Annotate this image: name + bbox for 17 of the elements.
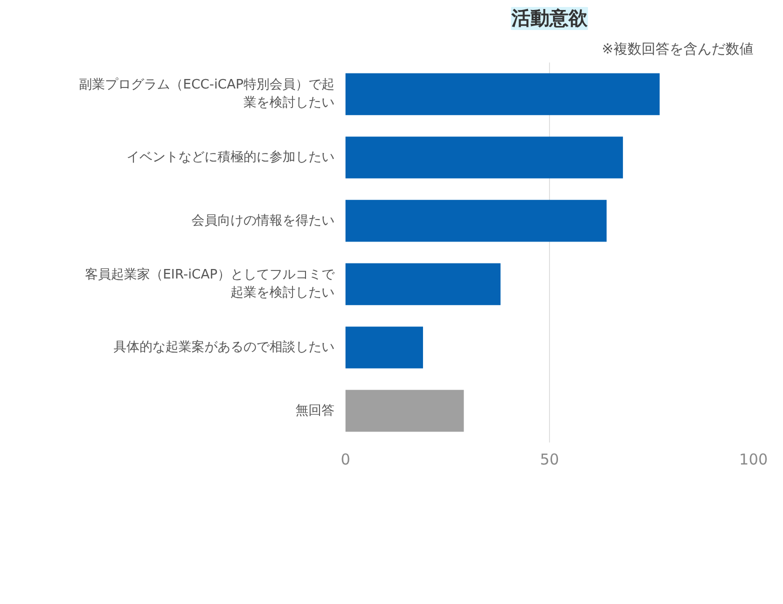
y-tick-label: 具体的な起業案があるので相談したい xyxy=(114,339,334,355)
bar xyxy=(346,326,424,368)
x-tick-label: 100 xyxy=(739,450,768,468)
y-tick-label: イベントなどに積極的に参加したい xyxy=(126,150,334,165)
x-tick-label: 0 xyxy=(340,450,350,468)
bar xyxy=(346,390,464,432)
bar xyxy=(346,263,501,306)
chart-title: 活動意欲 xyxy=(510,8,588,30)
y-tick-label: 客員起業家（EIR-iCAP）としてフルコミで起業を検討したい xyxy=(84,266,336,301)
x-tick-label: 50 xyxy=(540,450,560,468)
y-tick-label: 無回答 xyxy=(296,403,334,418)
y-tick-label: 会員向けの情報を得たい xyxy=(192,213,334,228)
bar xyxy=(346,136,623,178)
text: ※複数回答を含んだ数値 xyxy=(602,42,754,58)
bar xyxy=(346,73,660,116)
bar xyxy=(346,200,607,242)
y-tick-label: 副業プログラム（ECC-iCAP特別会員）で起業を検討したい xyxy=(79,78,335,111)
